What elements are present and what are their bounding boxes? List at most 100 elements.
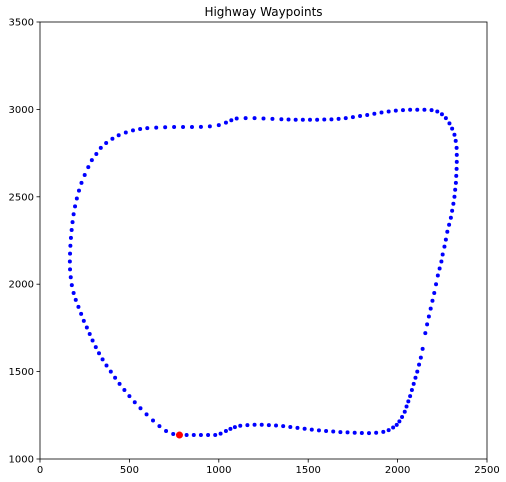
waypoint-dot — [122, 387, 127, 392]
waypoint-dot — [68, 235, 73, 240]
highlighted-waypoint-dot — [175, 431, 183, 439]
waypoint-dot — [450, 126, 455, 131]
waypoint-dot — [171, 432, 176, 437]
waypoint-dot — [435, 109, 440, 114]
y-tick-label: 3500 — [9, 18, 34, 29]
highlight-series — [175, 431, 183, 439]
waypoint-dot — [430, 298, 435, 303]
waypoint-dot — [189, 125, 194, 130]
waypoint-dot — [331, 429, 336, 434]
waypoint-dot — [82, 172, 87, 177]
waypoint-dot — [452, 194, 457, 199]
waypoint-dot — [415, 107, 420, 112]
waypoint-dot — [138, 406, 143, 411]
waypoint-dot — [229, 118, 234, 123]
waypoint-dot — [454, 166, 459, 171]
waypoint-dot — [93, 345, 98, 350]
waypoint-dot — [343, 116, 348, 121]
waypoint-dot — [293, 117, 298, 122]
waypoint-dot — [443, 116, 448, 121]
waypoint-dot — [420, 346, 425, 351]
waypoint-dot — [417, 362, 422, 367]
waypoint-dot — [400, 415, 405, 420]
x-tick-label: 500 — [120, 465, 139, 476]
waypoint-dot — [69, 228, 74, 233]
waypoint-dot — [408, 394, 413, 399]
waypoint-dot — [400, 108, 405, 113]
waypoint-dot — [365, 112, 370, 117]
waypoint-dot — [406, 399, 411, 404]
waypoint-dot — [144, 412, 149, 417]
waypoint-dot — [234, 116, 239, 121]
waypoint-dot — [71, 290, 76, 295]
waypoint-dot — [76, 304, 81, 309]
waypoint-dot — [243, 116, 248, 121]
waypoint-dot — [300, 117, 305, 122]
waypoint-dot — [104, 140, 109, 145]
waypoint-dot — [315, 117, 320, 122]
waypoint-dot — [184, 433, 189, 438]
waypoint-dot — [454, 145, 459, 150]
waypoint-dot — [181, 125, 186, 130]
waypoint-dot — [454, 159, 459, 164]
waypoint-dot — [157, 424, 162, 429]
waypoint-dot — [259, 422, 264, 427]
waypoint-dot — [324, 429, 329, 434]
waypoint-dot — [245, 423, 250, 428]
waypoint-dot — [404, 404, 409, 409]
plot-frame — [39, 21, 488, 460]
waypoint-dot — [110, 136, 115, 141]
waypoint-dot — [402, 409, 407, 414]
waypoint-dot — [69, 283, 74, 288]
waypoint-dot — [434, 282, 439, 287]
waypoint-dot — [428, 306, 433, 311]
waypoint-dot — [145, 126, 150, 131]
y-tick-label: 1000 — [9, 455, 34, 466]
waypoint-dot — [252, 116, 257, 121]
waypoint-dot — [426, 314, 431, 319]
waypoint-dot — [252, 422, 257, 427]
waypoint-dot — [391, 425, 396, 430]
waypoint-dot — [381, 429, 386, 434]
x-tick-label: 1000 — [206, 465, 231, 476]
y-tick-label: 2500 — [9, 192, 34, 203]
waypoint-dot — [191, 433, 196, 438]
waypoint-dot — [223, 120, 228, 125]
waypoint-dot — [68, 267, 73, 272]
x-tick-label: 2500 — [474, 465, 499, 476]
waypoint-dot — [198, 433, 203, 438]
waypoint-dot — [132, 400, 137, 405]
waypoint-dot — [104, 363, 109, 368]
waypoint-dot — [261, 116, 266, 121]
waypoint-dot — [435, 273, 440, 278]
waypoint-dot — [79, 311, 84, 316]
waypoint-dot — [345, 430, 350, 435]
waypoint-dot — [127, 394, 132, 399]
waypoint-dot — [89, 158, 94, 163]
waypoint-dot — [98, 145, 103, 150]
waypoint-dot — [84, 325, 89, 330]
waypoint-dot — [90, 338, 95, 343]
waypoint-dot — [452, 132, 457, 137]
x-tick-label: 1500 — [295, 465, 320, 476]
waypoint-dot — [270, 116, 275, 121]
waypoint-dot — [130, 128, 135, 133]
waypoint-dot — [172, 125, 177, 130]
waypoint-dot — [151, 418, 156, 423]
waypoint-dot — [74, 196, 79, 201]
waypoint-dot — [68, 275, 73, 280]
waypoint-dot — [266, 423, 271, 428]
waypoint-dot — [286, 117, 291, 122]
waypoint-dot — [451, 201, 456, 206]
waypoint-dot — [440, 252, 445, 257]
waypoint-dot — [138, 126, 143, 131]
waypoint-dot — [81, 318, 86, 323]
waypoint-dot — [216, 123, 221, 128]
waypoint-dot — [422, 107, 427, 112]
waypoint-dot — [439, 112, 444, 117]
waypoint-dot — [423, 331, 428, 336]
waypoint-dot — [418, 355, 423, 360]
waypoint-dot — [393, 108, 398, 113]
waypoint-dot — [386, 109, 391, 114]
waypoint-dot — [443, 237, 448, 242]
